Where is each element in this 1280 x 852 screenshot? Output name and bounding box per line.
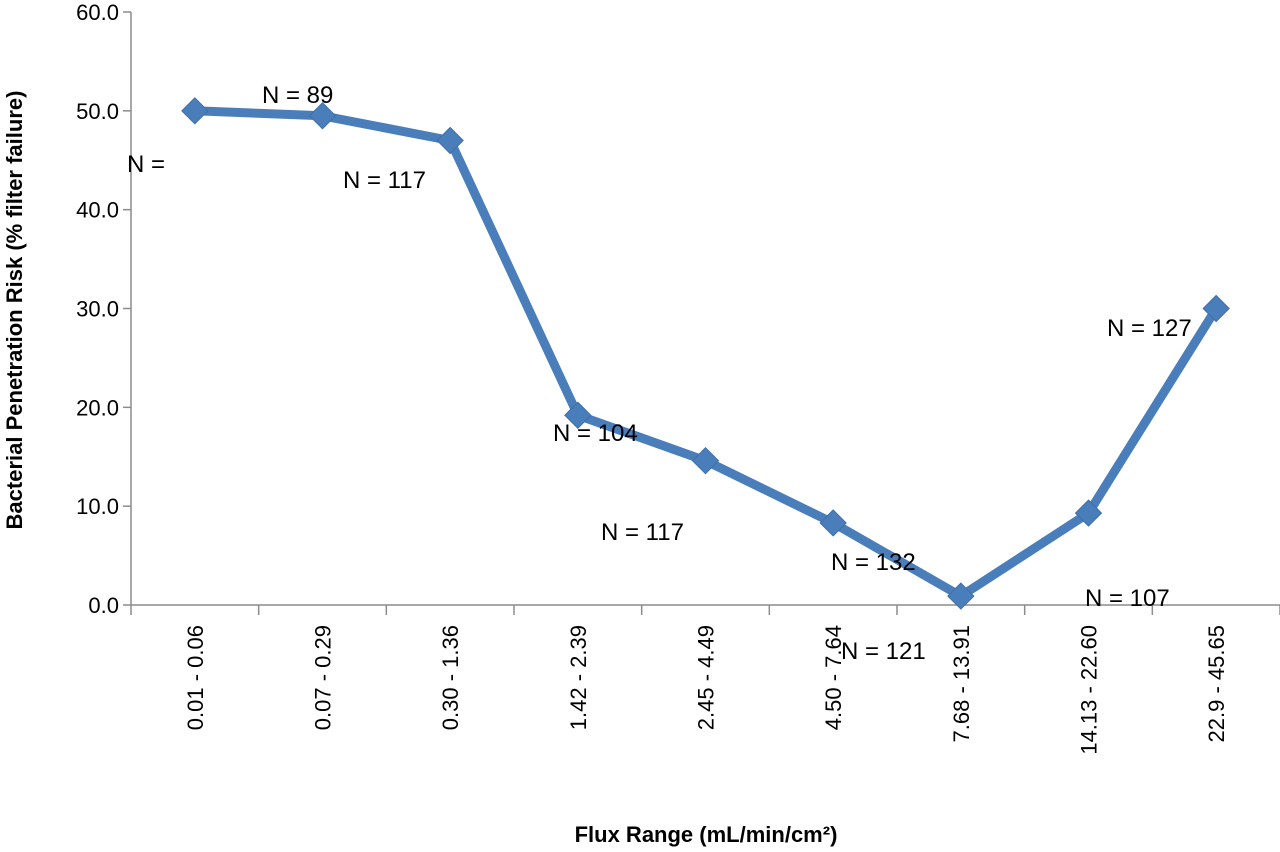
x-tick-label: 14.13 - 22.60 bbox=[1077, 625, 1102, 755]
n-annotation: N = 132 bbox=[831, 549, 916, 576]
data-point bbox=[564, 401, 592, 429]
y-tick-label: 30.0 bbox=[76, 297, 119, 322]
y-tick-label: 50.0 bbox=[76, 99, 119, 124]
data-point bbox=[436, 126, 464, 155]
n-annotation: N = 117 bbox=[343, 167, 426, 194]
n-annotation: N = 104 bbox=[553, 420, 638, 447]
y-tick-label: 20.0 bbox=[76, 395, 119, 420]
data-point bbox=[308, 102, 337, 130]
x-axis: 0.01 - 0.06 0.07 - 0.29 0.30 - 1.36 1.42 - … bbox=[130, 604, 1280, 755]
y-tick-label: 10.0 bbox=[76, 494, 119, 519]
y-tick-label: 60.0 bbox=[76, 0, 119, 25]
x-tick-label: 22.9 - 45.65 bbox=[1204, 625, 1229, 742]
data-point bbox=[1202, 294, 1230, 323]
x-tick-label: 2.45 - 4.49 bbox=[694, 625, 719, 730]
n-annotation: N = 89 bbox=[262, 82, 333, 109]
data-point bbox=[819, 509, 847, 537]
n-annotation: N = 127 bbox=[1107, 315, 1192, 342]
n-annotation: N = bbox=[127, 151, 165, 178]
y-tick-label: 0.0 bbox=[88, 593, 119, 618]
x-tick-label: 7.68 - 13.91 bbox=[949, 625, 974, 742]
x-tick-label: 4.50 - 7.64 bbox=[821, 625, 846, 730]
data-point bbox=[691, 446, 720, 475]
series-line bbox=[181, 97, 1230, 610]
y-axis-title: Bacterial Penetration Risk (% filter fai… bbox=[2, 91, 27, 530]
n-annotation: N = 117 bbox=[601, 519, 684, 546]
x-axis-title: Flux Range (mL/min/cm²) bbox=[575, 822, 838, 847]
y-tick-label: 40.0 bbox=[76, 198, 119, 223]
x-tick-label: 1.42 - 2.39 bbox=[566, 625, 591, 730]
x-tick-label: 0.07 - 0.29 bbox=[311, 625, 336, 730]
data-point bbox=[181, 97, 209, 125]
annotations: N = N = 89 N = 117 N = 104 N = 117 N = 132 N =… bbox=[127, 82, 1192, 665]
x-tick-label: 0.30 - 1.36 bbox=[438, 625, 463, 730]
y-axis: 0.0 10.0 20.0 30.0 40.0 50.0 60.0 bbox=[76, 0, 132, 618]
n-annotation: N = 121 bbox=[841, 638, 926, 665]
x-tick-label: 0.01 - 0.06 bbox=[183, 625, 208, 730]
data-point bbox=[1074, 499, 1103, 527]
data-point bbox=[947, 582, 975, 610]
n-annotation: N = 107 bbox=[1085, 585, 1170, 612]
